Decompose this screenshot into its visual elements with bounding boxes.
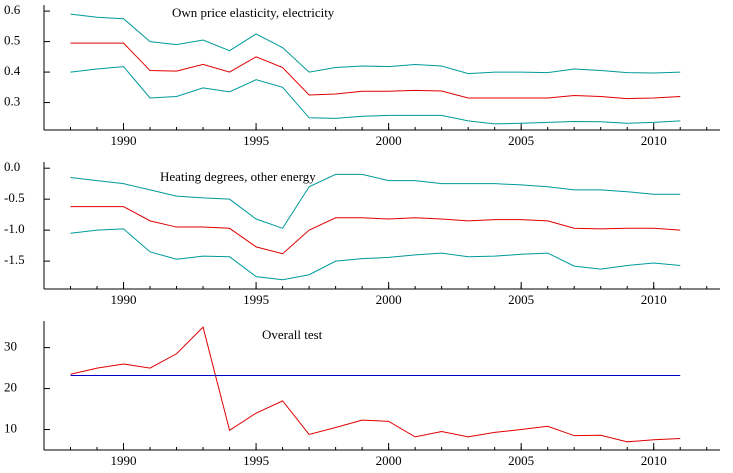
series-line (70, 42, 681, 100)
x-tick-label: 1990 (111, 133, 137, 148)
series-line (70, 206, 681, 255)
x-tick-label: 2010 (641, 292, 667, 307)
panel-title: Heating degrees, other energy (160, 169, 316, 184)
y-tick-label: 30 (4, 339, 17, 354)
x-tick-label: 2000 (376, 453, 402, 468)
y-tick-label: -1.0 (4, 221, 25, 236)
y-tick-label: 0.5 (4, 33, 20, 48)
x-tick-label: 2010 (641, 133, 667, 148)
y-tick-label: 0.6 (4, 2, 21, 17)
x-tick-label: 2005 (508, 292, 534, 307)
y-tick-label: 0.0 (4, 159, 20, 174)
panel-title: Own price elasticity, electricity (172, 5, 335, 20)
x-tick-label: 1990 (111, 453, 137, 468)
series-line (70, 13, 681, 75)
y-tick-label: 10 (4, 421, 17, 436)
x-tick-label: 1990 (111, 292, 137, 307)
y-tick-label: -1.5 (4, 252, 25, 267)
y-tick-label: 0.4 (4, 63, 21, 78)
y-tick-label: -0.5 (4, 190, 25, 205)
series-line (70, 228, 681, 281)
x-tick-label: 2000 (376, 133, 402, 148)
panel-title: Overall test (262, 327, 323, 342)
series-line (70, 326, 681, 443)
x-tick-label: 1995 (243, 453, 269, 468)
x-tick-label: 2010 (641, 453, 667, 468)
series-line (70, 173, 681, 229)
x-tick-label: 1995 (243, 292, 269, 307)
x-tick-label: 2005 (508, 133, 534, 148)
x-tick-label: 2000 (376, 292, 402, 307)
y-tick-label: 20 (4, 380, 17, 395)
x-tick-label: 2005 (508, 453, 534, 468)
y-tick-label: 0.3 (4, 94, 20, 109)
x-tick-label: 1995 (243, 133, 269, 148)
series-line (70, 66, 681, 125)
